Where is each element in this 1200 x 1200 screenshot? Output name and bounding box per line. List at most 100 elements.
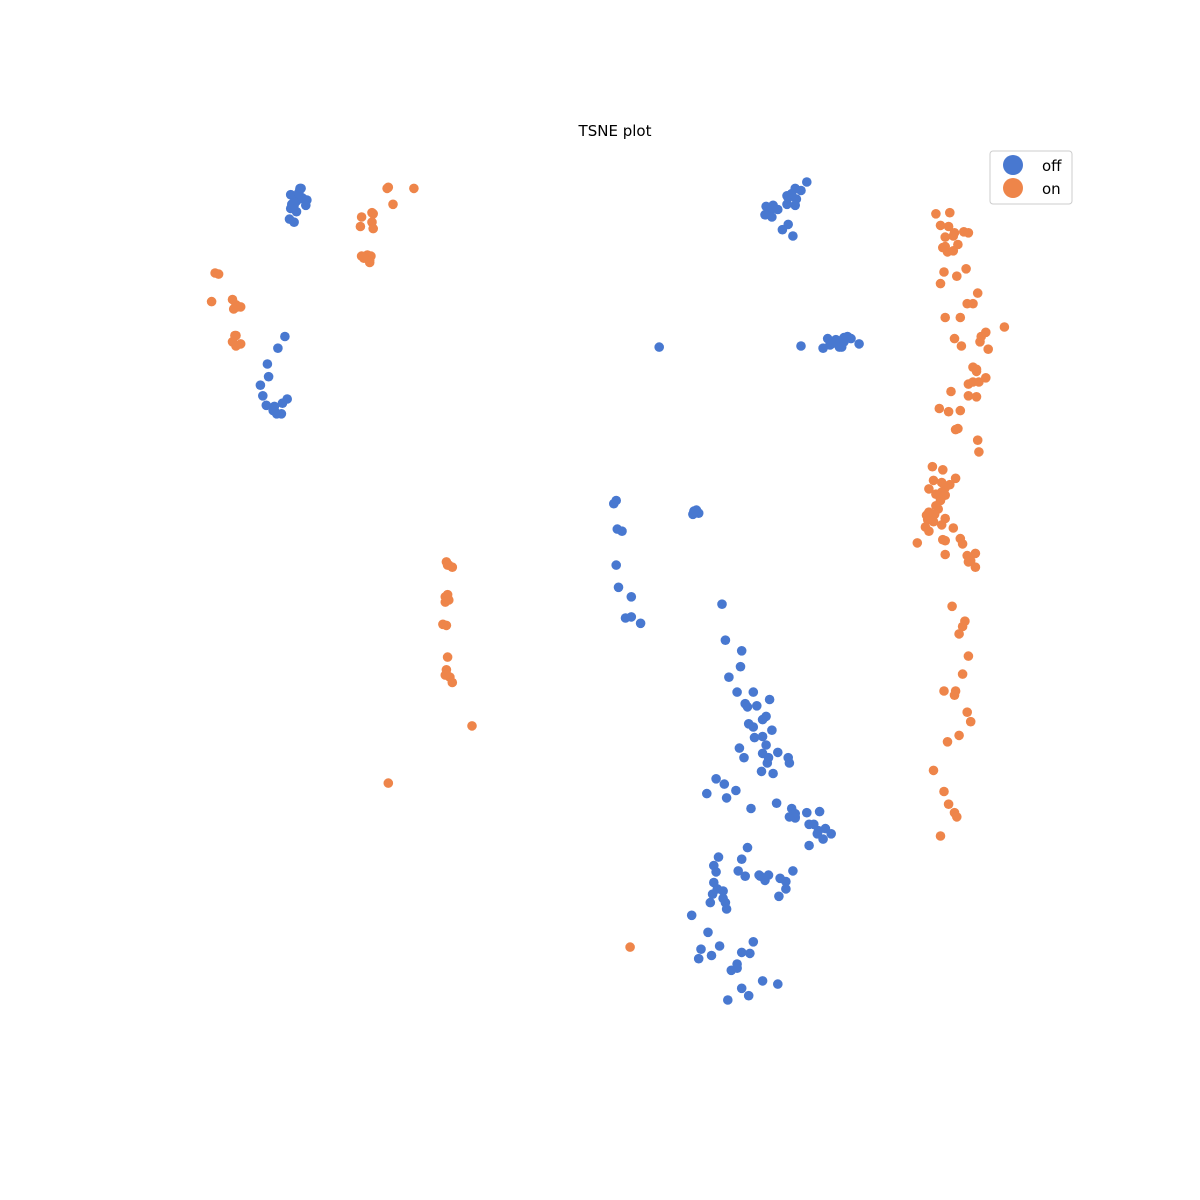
point-on	[447, 562, 458, 572]
point-on	[999, 322, 1010, 332]
point-off	[724, 672, 734, 682]
point-off	[782, 199, 792, 210]
point-off	[718, 886, 728, 896]
point-on	[920, 522, 931, 532]
point-on	[441, 669, 452, 679]
point-off	[617, 526, 627, 536]
point-on	[364, 257, 375, 268]
point-off	[609, 498, 619, 509]
point-off	[301, 200, 311, 211]
point-on	[942, 737, 953, 747]
point-on	[955, 405, 966, 416]
point-off	[745, 948, 755, 959]
point-on	[383, 778, 394, 788]
point-on	[447, 677, 458, 688]
point-off	[757, 714, 768, 725]
point-on	[971, 366, 982, 377]
point-off	[788, 866, 798, 876]
series-off	[255, 177, 864, 1005]
point-off	[757, 748, 768, 759]
point-off	[736, 947, 747, 958]
legend-marker-off	[1003, 155, 1023, 175]
point-off	[654, 342, 664, 352]
point-on	[963, 228, 974, 238]
point-off	[703, 927, 713, 938]
point-off	[773, 747, 783, 758]
scatter-points	[206, 177, 1010, 1005]
point-off	[611, 560, 621, 570]
point-off	[804, 840, 814, 851]
point-off	[826, 829, 836, 839]
point-off	[764, 694, 775, 705]
point-off	[839, 332, 849, 343]
point-on	[968, 298, 978, 309]
point-off	[812, 829, 823, 839]
point-off	[788, 231, 798, 241]
point-off	[796, 341, 806, 351]
point-on	[963, 391, 974, 401]
point-off	[707, 889, 718, 899]
point-on	[442, 652, 453, 662]
point-off	[713, 852, 724, 862]
point-off	[705, 897, 716, 908]
point-on	[231, 341, 241, 351]
point-off	[748, 937, 759, 947]
point-on	[625, 942, 635, 952]
point-on	[934, 403, 945, 414]
point-off	[767, 725, 777, 735]
point-on	[972, 435, 983, 446]
point-on	[935, 831, 946, 841]
point-off	[757, 976, 768, 986]
point-off	[748, 722, 759, 732]
point-off	[686, 910, 697, 921]
point-on	[953, 423, 963, 434]
point-on	[409, 183, 419, 194]
legend-label-off: off	[1042, 157, 1062, 175]
point-off	[796, 185, 806, 196]
point-on	[213, 269, 224, 279]
point-on	[955, 312, 966, 323]
point-off	[613, 582, 624, 593]
chart-title: TSNE plot	[578, 122, 652, 140]
series-on	[206, 182, 1010, 952]
point-on	[943, 221, 954, 232]
point-on	[962, 707, 972, 717]
point-on	[970, 548, 981, 559]
point-off	[732, 963, 742, 973]
legend-label-on: on	[1042, 180, 1061, 198]
point-on	[956, 341, 967, 351]
point-on	[961, 264, 971, 274]
point-off	[763, 870, 774, 880]
point-on	[924, 507, 934, 517]
point-off	[781, 876, 791, 887]
point-on	[383, 182, 394, 193]
point-on	[972, 288, 983, 298]
point-on	[939, 267, 949, 277]
point-off	[285, 203, 296, 214]
point-on	[368, 223, 379, 234]
point-on	[954, 730, 964, 741]
point-off	[706, 950, 717, 961]
point-on	[440, 597, 451, 607]
point-on	[467, 721, 477, 731]
point-on	[939, 686, 949, 696]
point-on	[943, 406, 954, 417]
point-on	[228, 304, 239, 314]
point-on	[954, 629, 964, 639]
point-off	[688, 509, 698, 520]
legend-marker-on	[1003, 178, 1023, 198]
point-off	[746, 803, 756, 814]
point-on	[963, 651, 974, 661]
point-on	[935, 220, 946, 231]
point-off	[620, 613, 631, 623]
point-on	[356, 212, 367, 222]
point-on	[948, 523, 959, 533]
point-on	[931, 501, 941, 511]
point-off	[720, 635, 731, 645]
point-off	[791, 194, 802, 204]
point-off	[748, 687, 759, 697]
point-on	[938, 465, 948, 475]
point-on	[936, 520, 947, 530]
point-off	[711, 774, 721, 784]
point-on	[438, 619, 448, 630]
